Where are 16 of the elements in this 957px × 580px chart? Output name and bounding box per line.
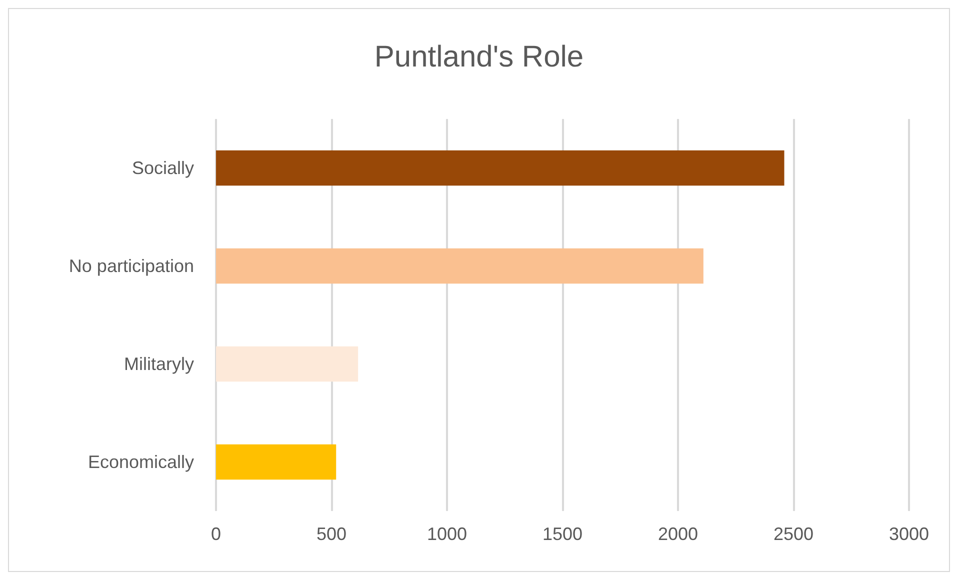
chart-title: Puntland's Role [374,40,584,74]
y-tick-label: Militaryly [124,354,194,374]
y-tick-label: Socially [132,158,194,178]
bar [216,150,784,186]
x-tick-label: 1500 [542,524,583,544]
y-tick-label: Economically [88,452,194,472]
bar [216,346,358,382]
bar [216,444,336,480]
bar [216,248,704,284]
x-tick-label: 500 [316,524,347,544]
x-tick-label: 2000 [658,524,698,544]
x-tick-label: 3000 [888,524,930,544]
x-tick-label: 1000 [426,524,468,544]
y-tick-label: No participation [68,256,194,276]
x-tick-label: 2500 [773,524,814,544]
x-tick-label: 0 [210,524,222,544]
